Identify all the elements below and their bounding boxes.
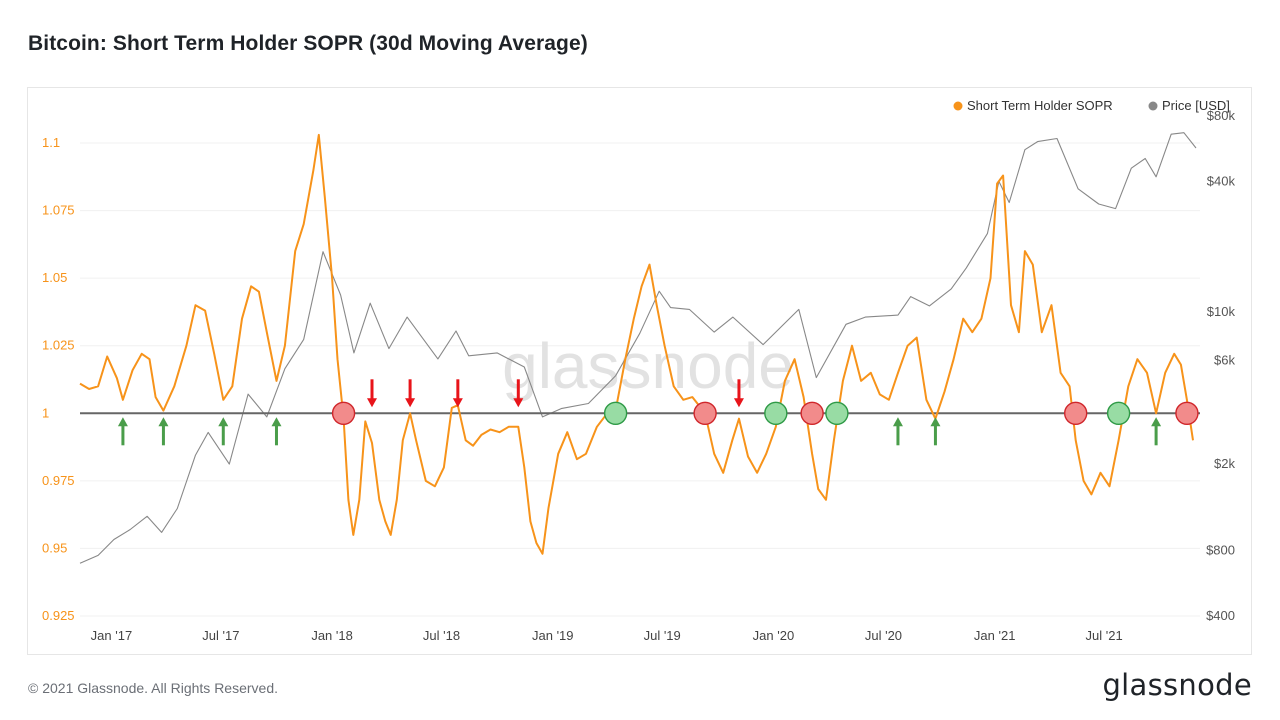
y-right-tick-label: $10k [1207, 304, 1236, 319]
x-tick-label: Jul '18 [423, 628, 460, 643]
down-arrow-head [452, 398, 463, 408]
y-right-tick-label: $80k [1207, 108, 1236, 123]
red-circle-marker [693, 401, 717, 425]
down-arrow-marker [366, 379, 377, 408]
x-tick-label: Jan '21 [974, 628, 1016, 643]
up-arrow-head [218, 417, 229, 427]
footer-copyright: © 2021 Glassnode. All Rights Reserved. [28, 680, 279, 696]
y-right-tick-label: $400 [1206, 608, 1235, 623]
up-arrow-marker [158, 417, 169, 446]
legend: Short Term Holder SOPR Price [USD] [953, 98, 1230, 113]
up-arrow-marker [892, 417, 903, 446]
x-tick-label: Jan '20 [753, 628, 795, 643]
x-tick-label: Jan '18 [311, 628, 353, 643]
y-left-tick-label: 0.925 [42, 608, 75, 623]
y-left-tick-label: 1.025 [42, 338, 75, 353]
y-left-tick-label: 1 [42, 405, 49, 420]
down-arrow-head [513, 398, 524, 408]
down-arrow-head [733, 398, 744, 408]
red-circle-marker [331, 401, 356, 425]
y-axis-left: 0.925 0.95 0.975 1 1.025 1.05 1.075 1.1 [42, 135, 75, 623]
down-arrow-marker [513, 379, 524, 408]
y-left-tick-label: 1.1 [42, 135, 60, 150]
up-arrow-head [117, 417, 128, 427]
green-circle-marker [764, 401, 788, 425]
up-arrow-marker [930, 417, 941, 446]
chart-title: Bitcoin: Short Term Holder SOPR (30d Mov… [28, 32, 588, 55]
up-arrow-marker [1151, 417, 1162, 446]
chart-panel: glassnode 0.925 0.95 0.975 1 1.025 1.05 1.075 1… [27, 87, 1252, 655]
green-circle-marker [1106, 401, 1131, 425]
legend-item-price[interactable]: Price [USD] [1148, 98, 1230, 113]
legend-sopr-label: Short Term Holder SOPR [967, 98, 1113, 113]
x-tick-label: Jul '19 [644, 628, 681, 643]
y-left-tick-label: 1.05 [42, 270, 67, 285]
watermark: glassnode [502, 330, 794, 402]
red-circle-marker [800, 401, 824, 425]
legend-sopr-dot [953, 101, 963, 111]
y-left-tick-label: 0.975 [42, 473, 75, 488]
up-arrow-head [158, 417, 169, 427]
up-arrow-marker [271, 417, 282, 446]
y-right-tick-label: $800 [1206, 543, 1235, 558]
down-arrow-head [366, 398, 377, 408]
red-circle-marker [1175, 401, 1199, 425]
down-arrow-marker [405, 379, 416, 408]
x-tick-label: Jul '21 [1086, 628, 1123, 643]
red-circle-marker [1063, 401, 1088, 425]
price-line [79, 132, 1197, 564]
down-arrow-marker [733, 379, 744, 408]
up-arrow-head [892, 417, 903, 427]
green-circle-marker [603, 401, 628, 425]
up-arrow-head [930, 417, 941, 427]
up-arrow-marker [218, 417, 229, 446]
down-arrow-head [405, 398, 416, 408]
brand-logo[interactable]: glassnode [1102, 668, 1252, 702]
chart-svg: glassnode 0.925 0.95 0.975 1 1.025 1.05 1.075 1… [42, 98, 1235, 643]
x-axis: Jan '17 Jul '17 Jan '18 Jul '18 Jan '19 Jul '… [91, 628, 1123, 643]
y-right-tick-label: $6k [1214, 352, 1235, 367]
green-circle-marker [825, 401, 849, 425]
x-tick-label: Jul '17 [202, 628, 239, 643]
y-right-tick-label: $2k [1214, 456, 1235, 471]
y-right-tick-label: $40k [1207, 173, 1236, 188]
x-tick-label: Jul '20 [865, 628, 902, 643]
y-left-tick-label: 0.95 [42, 540, 67, 555]
legend-price-dot [1148, 101, 1158, 111]
up-arrow-head [1151, 417, 1162, 427]
y-axis-right: $400 $800 $2k $6k $10k $40k $80k [1206, 108, 1235, 623]
marker-layer [117, 379, 1199, 446]
up-arrow-marker [117, 417, 128, 446]
up-arrow-head [271, 417, 282, 427]
legend-price-label: Price [USD] [1162, 98, 1230, 113]
x-tick-label: Jan '17 [91, 628, 133, 643]
down-arrow-marker [452, 379, 463, 408]
x-tick-label: Jan '19 [532, 628, 574, 643]
legend-item-sopr[interactable]: Short Term Holder SOPR [953, 98, 1113, 113]
y-left-tick-label: 1.075 [42, 203, 75, 218]
